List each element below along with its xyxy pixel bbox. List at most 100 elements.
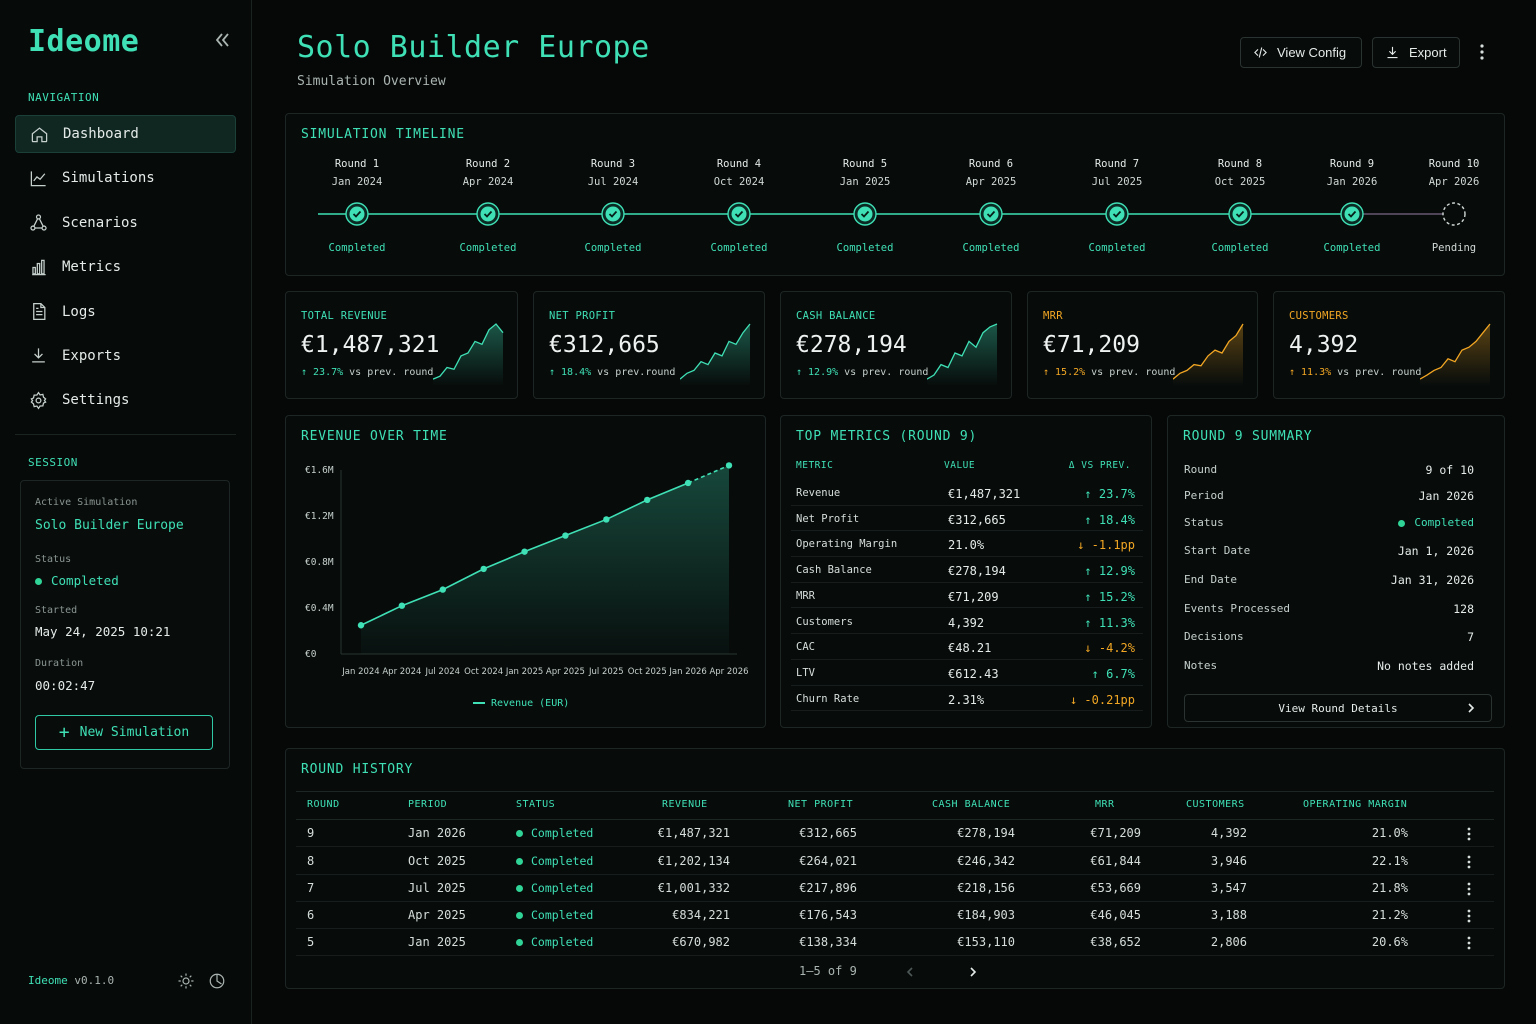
metric-row: Customers 4,392 ↑ 11.3%: [791, 609, 1143, 635]
timeline-round-label: Round 5: [842, 158, 888, 170]
history-cell: 3,547: [1210, 881, 1247, 895]
revenue-point[interactable]: [521, 548, 528, 555]
revenue-point[interactable]: [725, 462, 733, 469]
row-more-icon[interactable]: [1463, 908, 1475, 924]
sidebar-item-settings[interactable]: Settings: [15, 381, 236, 419]
history-status-text: Completed: [531, 935, 594, 949]
view-round-details-button[interactable]: View Round Details: [1184, 694, 1492, 722]
revenue-point[interactable]: [357, 622, 365, 629]
check-icon: [734, 210, 744, 218]
check-icon-bg: [1344, 206, 1360, 222]
check-icon: [860, 210, 870, 218]
sparkline-line: [1420, 323, 1491, 380]
kpi-card: NET PROFIT €312,665 ↑ 18.4% vs prev.round: [533, 291, 765, 399]
history-column-header: CUSTOMERS: [1186, 799, 1245, 810]
metric-delta: ↑ 12.9%: [1084, 564, 1135, 579]
history-column-header: MRR: [1095, 799, 1115, 810]
history-cell: €53,669: [1090, 881, 1141, 895]
check-icon: [1235, 210, 1245, 218]
metric-delta: ↑ 11.3%: [1084, 615, 1135, 630]
status-dot: [35, 578, 42, 585]
sidebar-item-dashboard[interactable]: Dashboard: [15, 115, 236, 153]
check-icon: [352, 210, 362, 218]
revenue-point[interactable]: [644, 496, 651, 504]
kpi-label: MRR: [1043, 310, 1063, 322]
kpi-delta-suffix: vs prev. round: [1337, 367, 1422, 378]
row-more-icon[interactable]: [1463, 854, 1475, 870]
sidebar-item-scenarios[interactable]: Scenarios: [15, 204, 236, 242]
kpi-delta: ↑ 23.7% vs prev. round: [301, 367, 433, 378]
check-icon-bg: [605, 206, 621, 222]
metric-row: Revenue €1,487,321 ↑ 23.7%: [791, 480, 1143, 506]
download-icon: [1387, 46, 1398, 59]
more-options-icon[interactable]: [1474, 42, 1490, 62]
revenue-point[interactable]: [398, 602, 406, 609]
history-cell: €46,045: [1090, 908, 1141, 922]
history-icon[interactable]: [208, 972, 226, 990]
history-row[interactable]: 8 Oct 2025 Completed €1,202,134 €264,021 €246…: [296, 848, 1494, 875]
revenue-point[interactable]: [684, 479, 692, 487]
metric-name: Operating Margin: [796, 538, 898, 551]
sidebar-item-metrics[interactable]: Metrics: [15, 248, 236, 286]
collapse-sidebar-icon[interactable]: [210, 28, 234, 52]
history-header-bottom-line: [296, 819, 1494, 820]
history-cell: €834,221: [672, 908, 730, 922]
history-status-text: Completed: [531, 881, 594, 895]
row-more-icon[interactable]: [1463, 826, 1475, 842]
summary-value: No notes added: [1377, 659, 1474, 673]
revenue-point[interactable]: [603, 516, 610, 523]
revenue-point[interactable]: [480, 565, 487, 573]
summary-value: 128: [1453, 602, 1474, 616]
revenue-chart-panel: REVENUE OVER TIME €1.6M €1.2M €0.8M €0.4M €0…: [285, 415, 766, 728]
plus-icon: +: [58, 721, 70, 743]
kpi-delta-suffix: vs prev. round: [844, 367, 929, 378]
timeline-node-pending[interactable]: [1442, 202, 1466, 226]
history-row[interactable]: 9 Jan 2026 Completed €1,487,321 €312,665 €278…: [296, 820, 1494, 847]
active-sim-value[interactable]: Solo Builder Europe: [35, 518, 184, 533]
started-value: May 24, 2025 10:21: [35, 624, 171, 639]
x-tick-label: Apr 2024: [382, 667, 421, 677]
metric-delta: ↑ 23.7%: [1084, 487, 1135, 501]
sidebar-divider: [15, 434, 236, 435]
document-icon: [33, 303, 46, 321]
history-cell: 2,806: [1210, 935, 1247, 949]
kpi-sparkline: [680, 323, 751, 386]
metric-row: Cash Balance €278,194 ↑ 12.9%: [791, 557, 1143, 583]
kpi-card: CUSTOMERS 4,392 ↑ 11.3% vs prev. round: [1273, 291, 1505, 399]
sidebar-item-exports[interactable]: Exports: [15, 337, 236, 375]
row-more-icon[interactable]: [1463, 881, 1475, 897]
top-metrics-title: TOP METRICS (ROUND 9): [796, 429, 978, 444]
kpi-delta-value: ↑ 15.2%: [1043, 367, 1086, 378]
history-column-header: ROUND: [307, 799, 340, 810]
metric-name: Churn Rate: [796, 692, 860, 705]
metric-value: 2.31%: [948, 692, 985, 707]
delta-column-header: Δ VS PREV.: [1068, 460, 1131, 471]
kpi-delta: ↑ 11.3% vs prev. round: [1289, 367, 1421, 378]
sun-icon[interactable]: [177, 972, 195, 990]
new-simulation-button[interactable]: + New Simulation: [35, 715, 213, 750]
prev-page-icon[interactable]: [904, 966, 916, 978]
view-config-button[interactable]: View Config: [1240, 37, 1362, 68]
history-row[interactable]: 6 Apr 2025 Completed €834,221 €176,543 €184,9…: [296, 902, 1494, 929]
sidebar-item-simulations[interactable]: Simulations: [15, 159, 236, 197]
check-icon-bg: [983, 206, 999, 222]
y-tick-label: €0.8M: [305, 557, 334, 568]
sidebar-item-label: Logs: [62, 303, 96, 320]
x-tick-label: Jan 2026: [668, 667, 706, 677]
x-tick-label: Apr 2025: [546, 667, 585, 677]
history-cell: €218,156: [957, 881, 1015, 895]
nav-section-label: NAVIGATION: [28, 91, 100, 104]
history-cell: 5: [307, 935, 315, 949]
next-page-icon[interactable]: [967, 966, 979, 978]
kpi-value: €71,209: [1043, 332, 1140, 358]
timeline-round-status: Pending: [1431, 242, 1477, 254]
row-more-icon[interactable]: [1463, 935, 1475, 951]
sidebar-item-logs[interactable]: Logs: [15, 293, 236, 331]
export-button[interactable]: Export: [1372, 37, 1460, 68]
x-tick-label: Jan 2025: [505, 667, 543, 677]
revenue-point[interactable]: [562, 532, 569, 539]
history-row[interactable]: 5 Jan 2025 Completed €670,982 €138,334 €153,1…: [296, 929, 1494, 956]
revenue-point[interactable]: [439, 586, 446, 593]
history-row[interactable]: 7 Jul 2025 Completed €1,001,332 €217,896 €218…: [296, 875, 1494, 902]
gear-icon: [30, 391, 47, 410]
